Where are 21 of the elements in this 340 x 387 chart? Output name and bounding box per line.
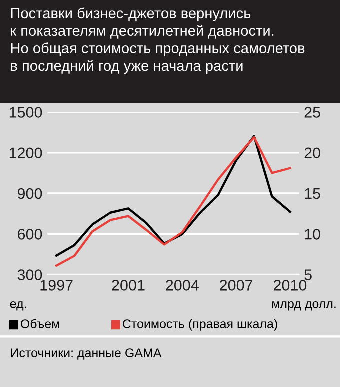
x-tick-label: 2007 — [220, 280, 253, 291]
legend-label: Стоимость (правая шкала) — [123, 319, 278, 331]
y2-axis-title: млрд долл. — [272, 301, 336, 311]
y2-tick-label: 15 — [305, 188, 320, 200]
x-tick-label: 2010 — [274, 280, 307, 291]
y-tick-label: 1500 — [10, 107, 42, 118]
legend-label: Объем — [20, 319, 60, 328]
y-tick-label: 900 — [18, 188, 42, 200]
y-axis-title: ед. — [10, 301, 26, 311]
y2-tick-label: 25 — [304, 107, 320, 118]
y2-tick-label: 10 — [305, 229, 320, 240]
y2-tick-label: 5 — [304, 270, 312, 280]
y-tick-label: 300 — [18, 270, 42, 280]
y-tick-label: 600 — [18, 229, 42, 240]
x-tick-label: 1997 — [40, 280, 73, 291]
text: Источники: данные GAMA — [11, 348, 162, 360]
y2-tick-label: 20 — [304, 148, 320, 159]
x-tick-label: 2004 — [166, 280, 199, 291]
x-tick-label: 2001 — [112, 280, 145, 291]
y-tick-label: 1200 — [10, 148, 42, 159]
chart-title: Поставки бизнес-джетов вернулись к показателям десятилетней давности. Но общая стоимость проданных самолетов в последний год уже начала расти — [11, 8, 305, 74]
